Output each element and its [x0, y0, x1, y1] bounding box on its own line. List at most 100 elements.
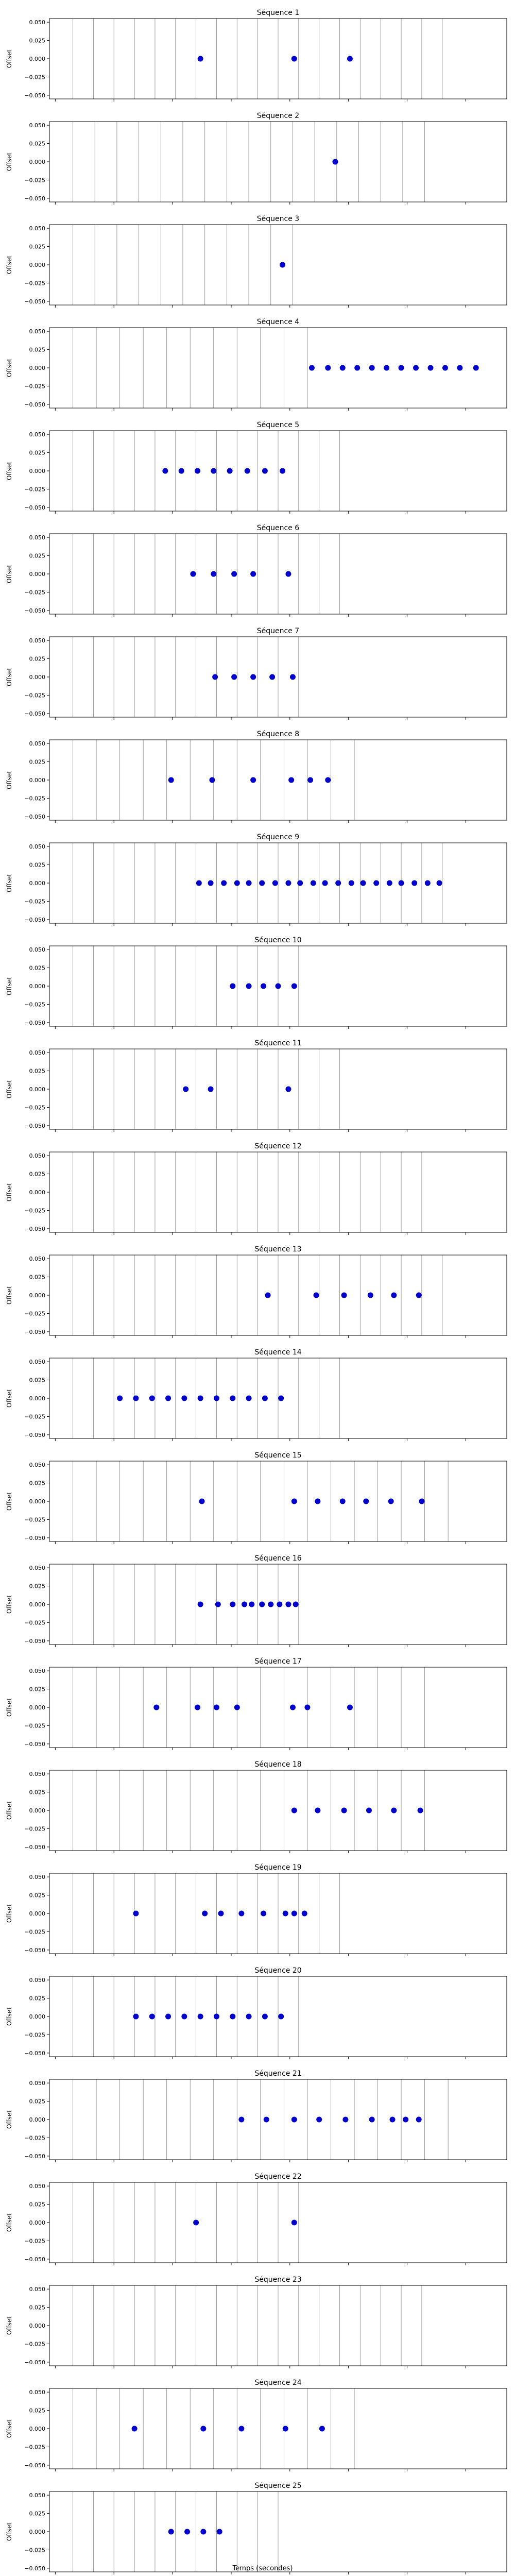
data-point — [246, 983, 252, 989]
data-point — [416, 2116, 422, 2123]
y-tick-label: 0.050 — [29, 1462, 46, 1468]
data-point — [339, 365, 346, 371]
data-point — [436, 880, 442, 886]
panel-title: Séquence 11 — [254, 1039, 301, 1047]
y-tick-label: −0.025 — [24, 2444, 45, 2450]
y-tick-label: 0.050 — [29, 1153, 46, 1159]
y-tick-label: −0.050 — [24, 1844, 45, 1851]
data-point — [369, 365, 375, 371]
data-point — [262, 468, 268, 474]
data-point — [230, 1601, 236, 1607]
y-tick-label: 0.050 — [29, 1565, 46, 1571]
data-point — [211, 571, 217, 577]
panel-21: Séquence 21 0.050 0.025 0.000 −0.025 −0.050 Of… — [6, 2070, 507, 2162]
data-point — [291, 1498, 297, 1504]
y-axis-label: Offset — [6, 359, 13, 377]
y-tick-label: 0.025 — [29, 2511, 46, 2517]
panel-3: Séquence 3 0.050 0.025 0.000 −0.025 −0.050 Off… — [6, 215, 507, 308]
panel-title: Séquence 5 — [257, 421, 299, 429]
y-tick-label: 0.025 — [29, 759, 46, 766]
data-point — [190, 571, 196, 577]
y-tick-label: −0.050 — [24, 2462, 45, 2469]
y-tick-label: −0.050 — [24, 2565, 45, 2572]
y-tick-label: −0.050 — [24, 401, 45, 408]
data-point — [197, 1395, 203, 1401]
y-tick-label: −0.050 — [24, 298, 45, 305]
y-tick-label: 0.000 — [29, 2323, 46, 2329]
y-tick-label: 0.000 — [29, 2529, 46, 2535]
y-tick-label: −0.025 — [24, 1104, 45, 1111]
panel-4: Séquence 4 0.050 0.025 0.000 −0.025 −0.050 Off… — [6, 318, 507, 411]
data-point — [272, 880, 278, 886]
panel-16: Séquence 16 0.050 0.025 0.000 −0.025 −0.050 Of… — [6, 1554, 507, 1647]
data-point — [278, 2013, 284, 2020]
data-point — [202, 1910, 208, 1917]
y-tick-label: 0.050 — [29, 328, 46, 335]
data-point — [289, 674, 296, 680]
data-point — [316, 2116, 322, 2123]
y-axis-label: Offset — [6, 49, 13, 68]
y-tick-label: −0.025 — [24, 1001, 45, 1008]
y-tick-label: 0.025 — [29, 1377, 46, 1384]
data-point — [200, 2426, 207, 2432]
y-tick-label: −0.050 — [24, 1947, 45, 1954]
plot-frame — [49, 224, 507, 306]
y-tick-label: −0.050 — [24, 2256, 45, 2263]
y-tick-label: 0.050 — [29, 1049, 46, 1056]
x-axis-label: Temps (secondes) — [232, 2565, 293, 2572]
data-point — [391, 1807, 397, 1814]
y-tick-label: 0.000 — [29, 159, 46, 165]
y-tick-label: 0.000 — [29, 56, 46, 62]
plot-frame — [49, 1461, 507, 1542]
data-point — [246, 1395, 252, 1401]
y-tick-label: 0.000 — [29, 1910, 46, 1917]
y-tick-label: −0.025 — [24, 383, 45, 389]
data-point — [304, 1704, 311, 1710]
y-tick-label: 0.025 — [29, 141, 46, 147]
data-point — [230, 2013, 236, 2020]
y-tick-label: −0.025 — [24, 692, 45, 699]
data-point — [301, 1910, 307, 1917]
data-point — [297, 880, 303, 886]
y-axis-label: Offset — [6, 1286, 13, 1304]
y-axis-label: Offset — [6, 2110, 13, 2129]
y-tick-label: 0.000 — [29, 777, 46, 784]
y-tick-label: −0.025 — [24, 1619, 45, 1626]
y-tick-label: 0.025 — [29, 450, 46, 456]
plot-frame — [49, 2079, 507, 2160]
panel-title: Séquence 9 — [257, 833, 299, 841]
panel-title: Séquence 10 — [254, 936, 301, 944]
y-tick-label: −0.025 — [24, 2238, 45, 2244]
data-point — [133, 1395, 139, 1401]
data-point — [212, 674, 218, 680]
data-point — [341, 1292, 347, 1298]
y-tick-label: 0.025 — [29, 862, 46, 869]
y-axis-label: Offset — [6, 771, 13, 789]
y-tick-label: −0.025 — [24, 1310, 45, 1317]
data-point — [280, 262, 286, 268]
data-point — [389, 2116, 396, 2123]
panel-title: Séquence 2 — [257, 112, 299, 120]
plot-frame — [49, 327, 507, 409]
data-point — [238, 1910, 245, 1917]
panel-title: Séquence 25 — [254, 2482, 301, 2490]
y-tick-label: 0.025 — [29, 1274, 46, 1281]
y-tick-label: 0.050 — [29, 431, 46, 438]
data-point — [285, 1601, 291, 1607]
data-point — [153, 1704, 160, 1710]
y-tick-label: −0.025 — [24, 1722, 45, 1729]
y-tick-label: 0.050 — [29, 1771, 46, 1777]
y-tick-label: −0.025 — [24, 898, 45, 905]
data-point — [384, 365, 390, 371]
panel-title: Séquence 15 — [254, 1451, 301, 1460]
panel-23: Séquence 23 0.050 0.025 0.000 −0.025 −0.050 Of… — [6, 2276, 507, 2368]
data-point — [249, 1601, 255, 1607]
data-point — [261, 1910, 267, 1917]
y-tick-label: 0.050 — [29, 637, 46, 644]
y-tick-label: 0.000 — [29, 1807, 46, 1814]
y-tick-label: 0.000 — [29, 1498, 46, 1505]
data-point — [457, 365, 463, 371]
y-tick-label: −0.050 — [24, 1741, 45, 1748]
y-tick-label: 0.000 — [29, 1189, 46, 1196]
panel-14: Séquence 14 0.050 0.025 0.000 −0.025 −0.050 Of… — [6, 1348, 507, 1441]
